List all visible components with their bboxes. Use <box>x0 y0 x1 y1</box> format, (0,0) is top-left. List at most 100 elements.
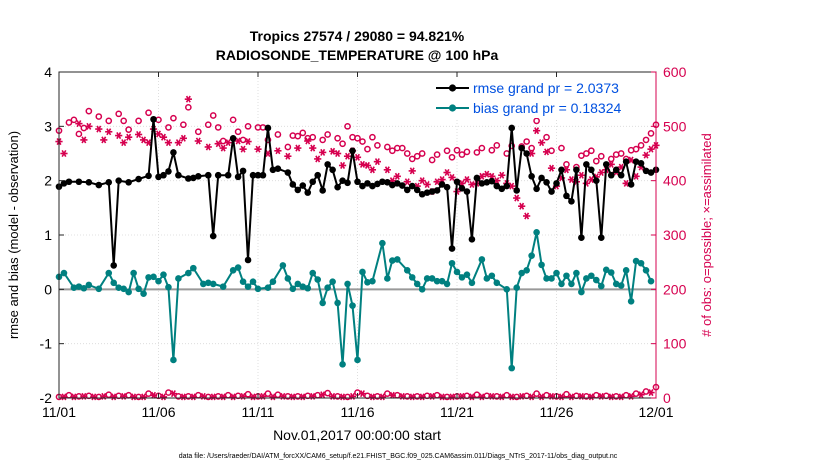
obs-assimilated-marker <box>403 178 411 186</box>
obs-assimilated-marker <box>483 170 491 178</box>
asterisk-stroke <box>275 147 281 155</box>
obs-assimilated-marker <box>513 194 521 202</box>
y-right-tick-label: 100 <box>663 336 687 352</box>
obs-possible-marker <box>543 133 550 141</box>
bias-point <box>602 266 610 274</box>
obs-assimilated-marker <box>334 149 342 158</box>
obs-possible-marker <box>105 117 113 125</box>
asterisk-stroke <box>389 391 395 399</box>
bias-point <box>453 268 461 276</box>
bias-point <box>60 269 68 277</box>
obs-assimilated-marker <box>363 161 372 169</box>
obs-possible-marker <box>274 391 282 399</box>
y-left-tick-label: 4 <box>44 64 52 80</box>
asterisk-stroke <box>91 393 97 401</box>
obs-possible-marker <box>185 103 192 111</box>
asterisk-stroke <box>126 133 132 141</box>
obs-assimilated-marker <box>443 168 451 177</box>
asterisk-stroke <box>384 166 390 174</box>
rmse-point <box>190 174 197 182</box>
asterisk-stroke <box>404 178 410 186</box>
asterisk-stroke <box>295 144 301 152</box>
obs-assimilated-marker <box>179 393 187 401</box>
x-tick-label: 11/01 <box>42 404 76 420</box>
bias-point <box>597 282 605 290</box>
bias-point <box>438 277 446 285</box>
asterisk-stroke <box>359 390 365 398</box>
obs-assimilated-marker <box>115 132 123 140</box>
asterisk-stroke <box>215 140 221 148</box>
bias-point <box>622 267 630 274</box>
obs-possible-marker <box>125 126 132 133</box>
rmse-point <box>135 175 142 183</box>
bias-point <box>140 290 147 297</box>
asterisk-stroke <box>136 130 142 139</box>
rmse-point <box>364 180 371 187</box>
obs-possible-marker <box>642 136 650 144</box>
obs-possible-marker <box>264 136 272 144</box>
obs-assimilated-marker <box>184 95 192 103</box>
asterisk-stroke <box>76 120 82 128</box>
asterisk-stroke <box>409 393 415 401</box>
y-right-tick-label: 200 <box>663 281 687 297</box>
obs-assimilated-marker <box>219 144 227 152</box>
asterisk-stroke <box>568 176 574 184</box>
bias-point <box>349 302 356 309</box>
asterisk-stroke <box>185 95 191 103</box>
asterisk-stroke <box>345 152 351 160</box>
asterisk-stroke <box>156 130 161 138</box>
obs-possible-marker <box>548 147 555 155</box>
obs-possible-marker <box>473 391 481 399</box>
asterisk-stroke <box>628 156 634 164</box>
rmse-point <box>548 188 555 195</box>
y-axis-label-right: # of obs: o=possible; ×=assimilated <box>699 133 714 336</box>
asterisk-stroke <box>96 125 102 133</box>
rmse-point <box>349 147 356 155</box>
obs-assimilated-marker <box>120 139 128 147</box>
asterisk-stroke <box>141 136 147 144</box>
rmse-point <box>408 182 416 190</box>
rmse-point <box>563 192 570 200</box>
asterisk-stroke <box>618 393 624 401</box>
obs-assimilated-marker <box>617 393 625 401</box>
obs-assimilated-marker <box>557 393 566 401</box>
rmse-point <box>418 190 426 198</box>
obs-assimilated-marker <box>353 153 362 161</box>
obs-possible-marker <box>75 130 83 138</box>
obs-assimilated-marker <box>577 171 585 179</box>
asterisk-stroke <box>419 177 425 185</box>
bias-point <box>488 272 496 280</box>
bias-point <box>299 283 307 290</box>
asterisk-stroke <box>170 390 176 398</box>
asterisk-stroke <box>270 393 276 401</box>
asterisk-stroke <box>61 393 67 401</box>
obs-possible-marker <box>453 146 461 154</box>
bias-point <box>403 267 411 274</box>
asterisk-stroke <box>180 393 186 401</box>
obs-assimilated-marker <box>418 393 426 401</box>
bias-point <box>80 284 88 292</box>
obs-assimilated-marker <box>274 147 282 155</box>
obs-assimilated-marker <box>329 147 337 155</box>
asterisk-stroke <box>160 133 166 141</box>
obs-possible-marker <box>597 152 605 160</box>
obs-assimilated-marker <box>647 389 655 397</box>
asterisk-stroke <box>509 182 515 190</box>
bias-point <box>558 280 565 288</box>
bias-point <box>607 269 615 276</box>
asterisk-stroke <box>469 180 475 188</box>
bias-point <box>354 356 361 364</box>
rmse-point <box>642 167 650 175</box>
bias-point <box>304 284 312 292</box>
legend: rmse grand pr = 2.0373 bias grand pr = 0… <box>432 78 648 118</box>
obs-possible-marker <box>637 142 645 149</box>
rmse-point <box>254 171 262 179</box>
bias-point <box>160 271 167 278</box>
obs-possible-marker <box>80 124 88 132</box>
bias-point <box>553 269 560 277</box>
bias-point <box>578 288 585 296</box>
bias-point <box>413 280 421 288</box>
asterisk-stroke <box>598 168 604 177</box>
obs-assimilated-marker <box>319 148 327 156</box>
obs-assimilated-marker <box>547 164 556 172</box>
